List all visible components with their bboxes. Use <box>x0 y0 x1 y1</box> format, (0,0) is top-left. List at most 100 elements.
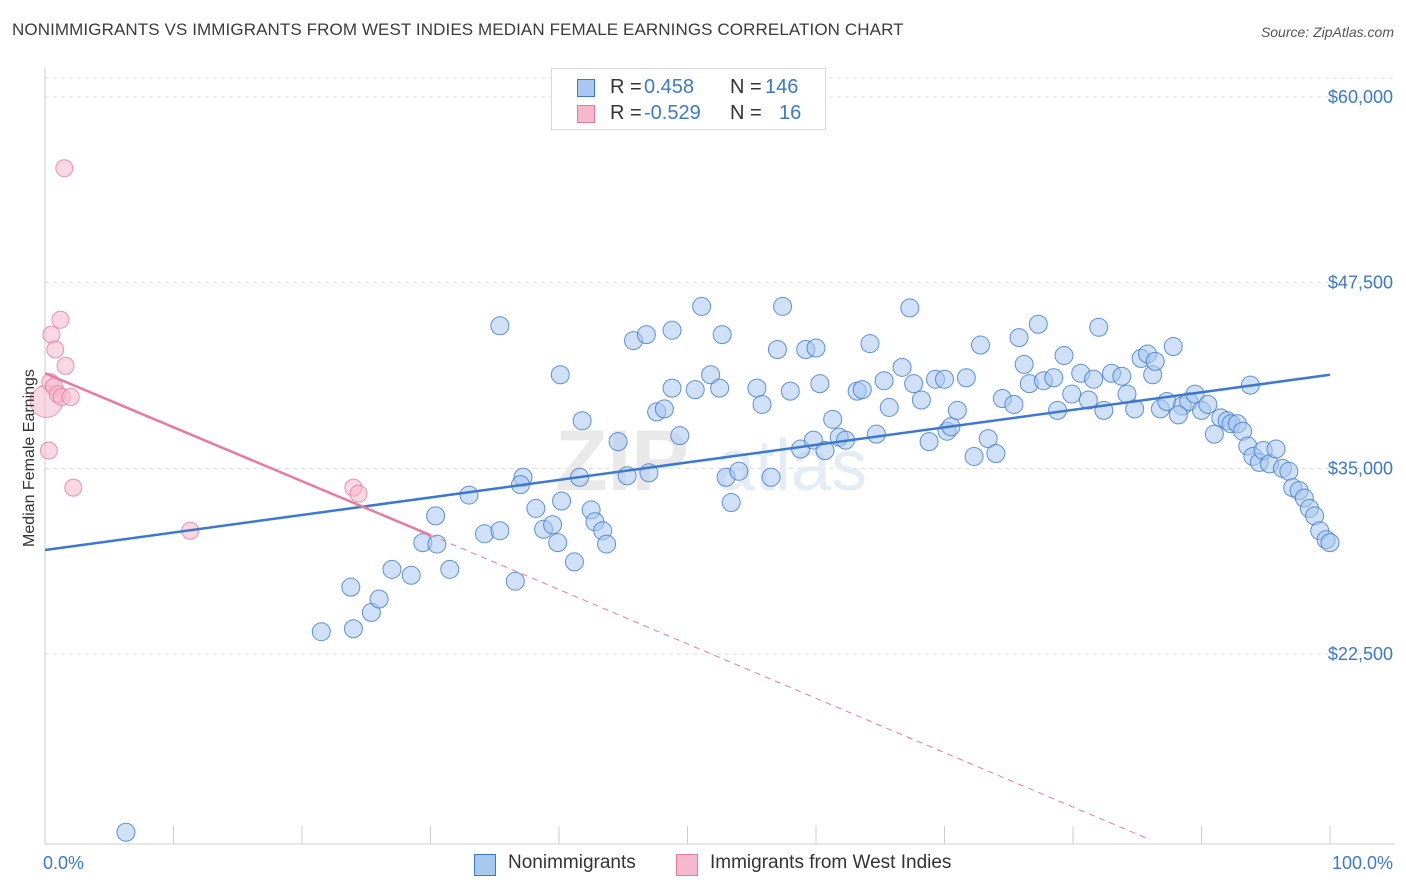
data-point-nonimmigrants <box>662 320 682 340</box>
data-point-nonimmigrants <box>860 334 880 354</box>
legend-row-nonimmigrants: R = 0.458 N = 146 <box>552 76 825 102</box>
data-point-nonimmigrants <box>852 380 872 400</box>
data-point-nonimmigrants <box>526 498 546 518</box>
data-point-nonimmigrants <box>548 533 568 553</box>
legend-r-value: -0.529 <box>644 102 701 124</box>
trend-line-west-indies <box>44 372 431 537</box>
data-point-nonimmigrants <box>721 492 741 512</box>
data-point-nonimmigrants <box>773 296 793 316</box>
data-point-nonimmigrants <box>382 559 402 579</box>
data-point-nonimmigrants <box>1089 317 1109 337</box>
data-point-nonimmigrants <box>1004 394 1024 414</box>
data-point-nonimmigrants <box>369 589 389 609</box>
trend-extension-west-indies <box>430 534 1151 841</box>
data-point-nonimmigrants <box>956 368 976 388</box>
data-point-nonimmigrants <box>806 338 826 358</box>
data-point-nonimmigrants <box>780 381 800 401</box>
data-point-nonimmigrants <box>1320 533 1340 553</box>
data-point-nonimmigrants <box>900 298 920 318</box>
y-tick-label: $35,000 <box>1328 458 1393 478</box>
data-point-nonimmigrants <box>815 441 835 461</box>
legend-row-west-indies: R = -0.529 N = 16 <box>552 102 825 128</box>
data-point-nonimmigrants <box>685 380 705 400</box>
nonimmigrants-points <box>116 296 1340 842</box>
data-point-nonimmigrants <box>654 399 674 419</box>
data-point-nonimmigrants <box>572 411 592 431</box>
data-point-nonimmigrants <box>1198 394 1218 414</box>
y-tick-label: $22,500 <box>1328 644 1393 664</box>
chart-title: NONIMMIGRANTS VS IMMIGRANTS FROM WEST IN… <box>12 20 904 39</box>
data-point-nonimmigrants <box>426 506 446 526</box>
y-tick-label: $47,500 <box>1328 273 1393 293</box>
data-point-nonimmigrants <box>1145 351 1165 371</box>
data-point-west-indies <box>39 441 58 460</box>
data-point-nonimmigrants <box>729 461 749 481</box>
tick-labels: $22,500 $35,000 $47,500 $60,000 0.0% 100.0% <box>43 87 1393 873</box>
correlation-legend: R = 0.458 N = 146 R = -0.529 N = 16 <box>551 68 826 130</box>
data-point-nonimmigrants <box>116 822 136 842</box>
data-point-west-indies <box>56 356 75 375</box>
data-point-west-indies <box>61 388 80 407</box>
data-point-nonimmigrants <box>564 552 584 572</box>
data-point-west-indies <box>51 310 70 329</box>
data-point-nonimmigrants <box>1163 337 1183 357</box>
y-axis-label: Median Female Earnings <box>21 369 38 547</box>
data-point-nonimmigrants <box>1266 439 1286 459</box>
data-point-nonimmigrants <box>597 534 617 554</box>
data-point-nonimmigrants <box>978 429 998 449</box>
data-point-west-indies <box>55 159 74 178</box>
data-point-nonimmigrants <box>710 378 730 398</box>
legend-n-value: 146 <box>765 76 799 98</box>
data-point-nonimmigrants <box>986 443 1006 463</box>
data-point-nonimmigrants <box>459 485 479 505</box>
legend-swatch-pink <box>577 105 595 123</box>
legend-r-label: R = <box>610 102 642 124</box>
data-point-nonimmigrants <box>879 397 899 417</box>
data-point-nonimmigrants <box>311 622 331 642</box>
data-point-nonimmigrants <box>752 394 772 414</box>
data-point-nonimmigrants <box>970 335 990 355</box>
data-point-nonimmigrants <box>1044 368 1064 388</box>
data-point-nonimmigrants <box>401 565 421 585</box>
data-point-nonimmigrants <box>919 432 939 452</box>
x-tick-label: 100.0% <box>1332 853 1393 873</box>
data-point-nonimmigrants <box>636 325 656 345</box>
legend-swatch-pink <box>676 854 698 876</box>
data-point-nonimmigrants <box>866 424 886 444</box>
legend-label: Nonimmigrants <box>508 852 636 873</box>
data-point-nonimmigrants <box>1062 384 1082 404</box>
data-point-west-indies <box>42 325 61 344</box>
data-point-nonimmigrants <box>343 619 363 639</box>
legend-r-label: R = <box>610 76 642 98</box>
legend-swatch-blue <box>577 79 595 97</box>
data-point-nonimmigrants <box>892 357 912 377</box>
data-point-nonimmigrants <box>1009 328 1029 348</box>
data-point-west-indies <box>46 340 65 359</box>
west-indies-points <box>29 159 368 540</box>
data-point-nonimmigrants <box>662 378 682 398</box>
data-point-nonimmigrants <box>1125 399 1145 419</box>
legend-n-value: 16 <box>779 102 802 124</box>
watermark: ZIP atlas <box>555 413 867 509</box>
data-point-nonimmigrants <box>670 426 690 446</box>
data-point-nonimmigrants <box>761 467 781 487</box>
grid-lines <box>45 77 1395 655</box>
data-point-west-indies <box>64 478 83 497</box>
data-point-nonimmigrants <box>1279 461 1299 481</box>
data-point-nonimmigrants <box>964 446 984 466</box>
legend-n-label: N = <box>730 76 762 98</box>
data-point-nonimmigrants <box>1014 354 1034 374</box>
data-point-nonimmigrants <box>1204 424 1224 444</box>
data-point-nonimmigrants <box>874 371 894 391</box>
data-point-nonimmigrants <box>747 378 767 398</box>
x-tick-label: 0.0% <box>43 853 84 873</box>
data-point-nonimmigrants <box>427 534 447 554</box>
data-point-nonimmigrants <box>701 365 721 385</box>
data-point-nonimmigrants <box>767 340 787 360</box>
data-point-nonimmigrants <box>490 316 510 336</box>
data-point-nonimmigrants <box>1084 369 1104 389</box>
trend-line-nonimmigrants <box>44 373 1331 552</box>
data-point-nonimmigrants <box>550 365 570 385</box>
data-point-nonimmigrants <box>810 374 830 394</box>
